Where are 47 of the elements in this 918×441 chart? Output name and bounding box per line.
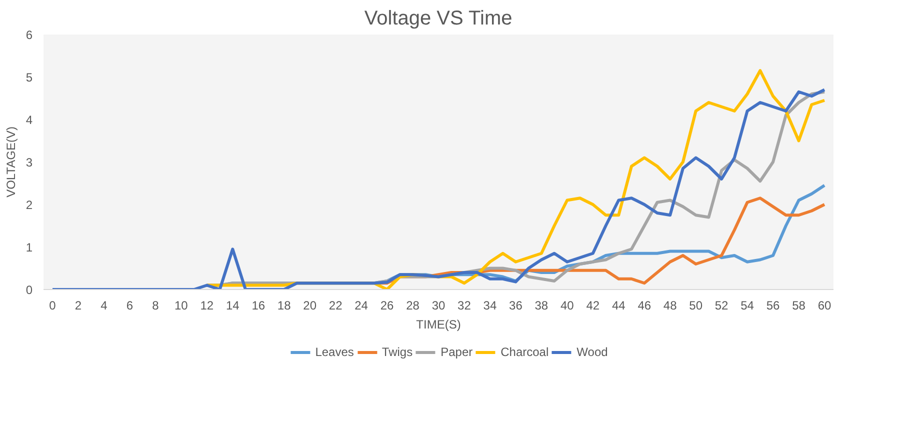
x-tick-label: 42: [586, 298, 600, 312]
x-tick-label: 40: [560, 298, 574, 312]
chart-title: Voltage VS Time: [364, 8, 512, 30]
x-tick-label: 46: [638, 298, 652, 312]
x-tick-label: 32: [458, 298, 472, 312]
legend-label: Charcoal: [500, 345, 549, 359]
x-axis-title: TIME(S): [416, 318, 461, 332]
line-series: [51, 88, 826, 290]
x-tick-label: 4: [100, 298, 108, 312]
x-tick-label: 48: [663, 298, 678, 312]
y-tick-label: 5: [26, 70, 33, 84]
y-tick-label: 6: [26, 28, 33, 42]
x-tick-label: 30: [432, 298, 446, 312]
x-tick-label: 28: [406, 298, 420, 312]
x-tick-label: 54: [740, 298, 754, 312]
x-tick-label: 60: [818, 298, 832, 312]
x-tick-label: 0: [49, 298, 56, 312]
x-tick-label: 14: [226, 298, 240, 312]
x-tick-label: 34: [483, 298, 497, 312]
x-tick-label: 26: [380, 298, 394, 312]
x-tick-label: 52: [714, 298, 729, 312]
y-tick-label: 1: [26, 240, 33, 254]
x-tick-label: 44: [612, 298, 626, 312]
x-tick-label: 8: [152, 298, 160, 312]
legend-label: Leaves: [315, 345, 354, 359]
x-tick-label: 20: [303, 298, 317, 312]
y-tick-label: 4: [26, 113, 33, 127]
y-axis-title: VOLTAGE(V): [4, 126, 18, 198]
x-tick-label: 16: [252, 298, 266, 312]
y-tick-label: 2: [26, 198, 33, 212]
x-tick-label: 10: [174, 298, 188, 312]
y-tick-label: 0: [26, 283, 33, 297]
y-tick-label: 3: [26, 156, 33, 170]
x-tick-label: 24: [354, 298, 368, 312]
x-tick-label: 6: [126, 298, 134, 312]
legend-label: Twigs: [382, 345, 413, 359]
x-tick-label: 22: [328, 298, 343, 312]
x-tick-label: 2: [74, 298, 82, 312]
x-tick-label: 56: [766, 298, 780, 312]
x-tick-label: 12: [200, 298, 214, 312]
x-tick-label: 36: [509, 298, 523, 312]
legend-label: Paper: [440, 345, 473, 359]
x-tick-label: 58: [792, 298, 806, 312]
x-tick-label: 50: [689, 298, 703, 312]
legend-label: Wood: [576, 345, 608, 359]
x-tick-label: 18: [277, 298, 292, 312]
x-tick-label: 38: [534, 298, 548, 312]
